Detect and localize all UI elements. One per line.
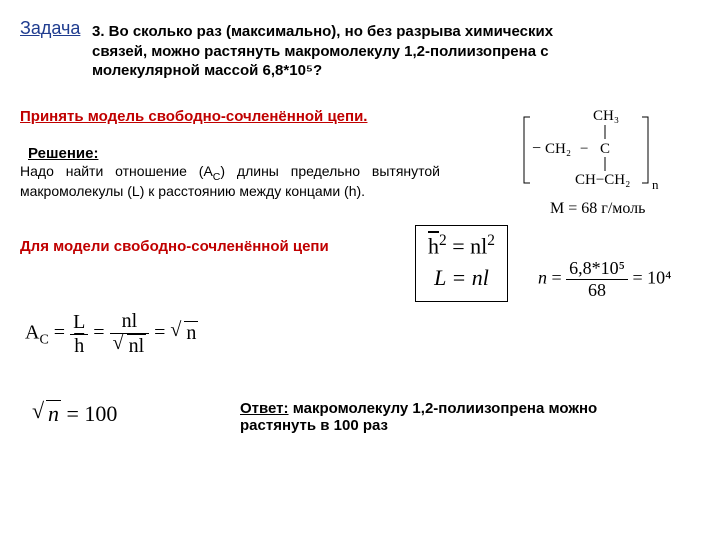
task-label: Задача (20, 18, 80, 39)
eq-nl: = nl (447, 233, 488, 258)
chemical-structure: − CH₃ CH₂ − C CH−CH₂ n (520, 105, 690, 200)
sqrt-n-body: n (46, 400, 61, 427)
ac-frac2: nlnl (110, 310, 150, 358)
sqrt-n-eq: = 100 (61, 401, 117, 426)
n-fraction: 6,8*10⁵68 (566, 258, 628, 301)
chem-ch2: CH₂ (545, 141, 571, 158)
molar-mass: M = 68 г/моль (550, 200, 645, 218)
sqrt-n-root: n (42, 400, 61, 427)
n-calculation: n = 6,8*10⁵68 = 10⁴ (538, 258, 671, 301)
l-sq: 2 (487, 232, 495, 249)
answer-text: макромолекулу 1,2-полиизопрена можно рас… (240, 400, 597, 434)
ac-A: A (25, 322, 39, 344)
ac-C: C (39, 333, 48, 348)
n-eq2: = 10⁴ (628, 268, 671, 288)
answer-label: Ответ: (240, 400, 289, 417)
formula-L-nl: L = nl (428, 265, 495, 291)
answer-block: Ответ: макромолекулу 1,2-полиизопрена мо… (240, 400, 620, 434)
ac-sqrt-n-body: n (184, 321, 198, 345)
ac-L: L (70, 311, 88, 335)
chem-subscript-n: n (652, 177, 659, 193)
n-den: 68 (566, 280, 628, 301)
ac-frac1: Lh (70, 311, 88, 358)
ac-nl: nl (110, 310, 150, 334)
n-eq1: = (547, 268, 566, 288)
ac-eq3: = (149, 322, 170, 344)
chem-dash1: − (580, 141, 588, 158)
boxed-formulas: h2 = nl2 L = nl (415, 225, 508, 302)
formula-h2-nl2: h2 = nl2 (428, 232, 495, 259)
problem-statement: 3. Во сколько раз (максимально), но без … (92, 22, 612, 81)
n-var: n (538, 268, 547, 288)
ac-formula: AC = Lh = nlnl = n (25, 310, 198, 358)
chem-c: C (600, 141, 610, 158)
solution-text-part1: Надо найти отношение (А (20, 163, 213, 179)
ac-eq2: = (88, 322, 109, 344)
ac-sqrt-nl-body: nl (127, 334, 147, 358)
chem-chch2: CH−CH₂ (575, 172, 630, 189)
model-assumption: Принять модель свободно-сочленённой цепи… (20, 108, 367, 125)
solution-explanation: Надо найти отношение (АС) длины предельн… (20, 163, 440, 199)
solution-heading: Решение: (28, 145, 98, 162)
ac-eq1: = (49, 322, 70, 344)
ac-hbar: h (70, 335, 88, 358)
model-line: Для модели свободно-сочленённой цепи (20, 238, 329, 255)
ac-sqrt-n: n (180, 321, 198, 345)
chem-ch3: CH₃ (593, 108, 619, 125)
h-bar-sq: 2 (439, 232, 447, 249)
sqrt-n-equals-100: n = 100 (30, 400, 117, 427)
h-bar: h (428, 233, 439, 258)
svg-text:−: − (532, 140, 541, 157)
n-num: 6,8*10⁵ (566, 258, 628, 280)
ac-sqrt-nl: nl (110, 334, 150, 358)
